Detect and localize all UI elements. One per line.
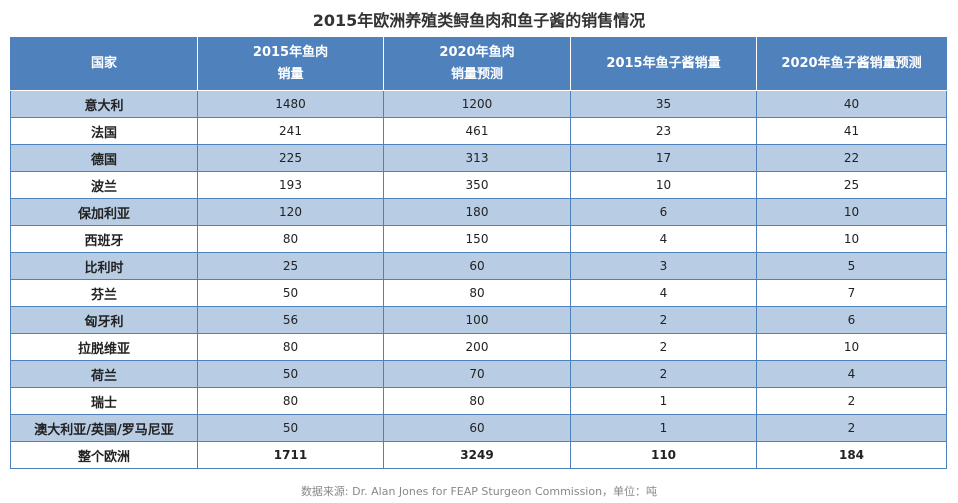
caviar-2020-cell: 7 — [756, 279, 947, 307]
table-row: 比利时 25 60 3 5 — [10, 252, 947, 280]
page-title: 2015年欧洲养殖类鲟鱼肉和鱼子酱的销售情况 — [312, 11, 646, 30]
fish-2015-cell: 1480 — [197, 90, 384, 118]
caviar-2015-cell: 3 — [570, 252, 757, 280]
table-row: 匈牙利 56 100 2 6 — [10, 306, 947, 334]
fish-2015-cell: 25 — [197, 252, 384, 280]
column-header-caviar-2015: 2015年鱼子酱销量 — [570, 37, 757, 91]
table-row: 芬兰 50 80 4 7 — [10, 279, 947, 307]
country-cell: 芬兰 — [10, 279, 198, 307]
caviar-2020-cell: 10 — [756, 333, 947, 361]
caviar-2020-cell: 2 — [756, 387, 947, 415]
fish-2020-cell: 3249 — [383, 441, 571, 469]
table-row: 波兰 193 350 10 25 — [10, 171, 947, 199]
fish-2020-cell: 150 — [383, 225, 571, 253]
fish-2015-cell: 193 — [197, 171, 384, 199]
country-cell: 瑞士 — [10, 387, 198, 415]
fish-2020-cell: 180 — [383, 198, 571, 226]
fish-2020-cell: 80 — [383, 279, 571, 307]
caviar-2020-cell: 25 — [756, 171, 947, 199]
fish-2020-cell: 80 — [383, 387, 571, 415]
country-cell: 澳大利亚/英国/罗马尼亚 — [10, 414, 198, 442]
caviar-2015-cell: 2 — [570, 333, 757, 361]
caviar-2015-cell: 10 — [570, 171, 757, 199]
fish-2020-cell: 60 — [383, 414, 571, 442]
fish-2015-cell: 1711 — [197, 441, 384, 469]
table-row: 西班牙 80 150 4 10 — [10, 225, 947, 253]
country-cell: 西班牙 — [10, 225, 198, 253]
caviar-2015-cell: 2 — [570, 306, 757, 334]
table-row: 拉脱维亚 80 200 2 10 — [10, 333, 947, 361]
fish-2015-cell: 56 — [197, 306, 384, 334]
caviar-2015-cell: 23 — [570, 117, 757, 145]
fish-2020-cell: 1200 — [383, 90, 571, 118]
source-note: 数据来源: Dr. Alan Jones for FEAP Sturgeon C… — [300, 485, 658, 498]
country-cell: 德国 — [10, 144, 198, 172]
column-header-caviar-2020: 2020年鱼子酱销量预测 — [756, 37, 947, 91]
caviar-2020-cell: 4 — [756, 360, 947, 388]
fish-2015-cell: 120 — [197, 198, 384, 226]
table-row: 意大利 1480 1200 35 40 — [10, 90, 947, 118]
country-cell: 波兰 — [10, 171, 198, 199]
fish-2015-cell: 80 — [197, 333, 384, 361]
fish-2015-cell: 50 — [197, 360, 384, 388]
country-cell: 法国 — [10, 117, 198, 145]
fish-2020-cell: 100 — [383, 306, 571, 334]
fish-2020-cell: 200 — [383, 333, 571, 361]
fish-2015-cell: 80 — [197, 387, 384, 415]
country-cell: 整个欧洲 — [10, 441, 198, 469]
caviar-2015-cell: 110 — [570, 441, 757, 469]
column-header-country: 国家 — [10, 37, 198, 91]
caviar-2020-cell: 10 — [756, 225, 947, 253]
country-cell: 保加利亚 — [10, 198, 198, 226]
country-cell: 拉脱维亚 — [10, 333, 198, 361]
fish-2015-cell: 225 — [197, 144, 384, 172]
caviar-2020-cell: 5 — [756, 252, 947, 280]
fish-2020-cell: 70 — [383, 360, 571, 388]
table-header-row: 国家 2015年鱼肉 销量 2020年鱼肉 销量预测 2015年鱼子酱销量 2020… — [10, 37, 947, 91]
caviar-2020-cell: 184 — [756, 441, 947, 469]
table-row: 荷兰 50 70 2 4 — [10, 360, 947, 388]
caviar-2020-cell: 40 — [756, 90, 947, 118]
caviar-2015-cell: 1 — [570, 387, 757, 415]
country-cell: 比利时 — [10, 252, 198, 280]
fish-2020-cell: 60 — [383, 252, 571, 280]
caviar-2020-cell: 6 — [756, 306, 947, 334]
fish-2015-cell: 80 — [197, 225, 384, 253]
caviar-2015-cell: 1 — [570, 414, 757, 442]
column-header-fish-2020: 2020年鱼肉 销量预测 — [383, 37, 571, 91]
fish-2015-cell: 50 — [197, 414, 384, 442]
fish-2020-cell: 350 — [383, 171, 571, 199]
fish-2015-cell: 241 — [197, 117, 384, 145]
country-cell: 荷兰 — [10, 360, 198, 388]
caviar-2015-cell: 4 — [570, 225, 757, 253]
fish-2020-cell: 461 — [383, 117, 571, 145]
caviar-2015-cell: 4 — [570, 279, 757, 307]
column-header-fish-2015: 2015年鱼肉 销量 — [197, 37, 384, 91]
caviar-2020-cell: 10 — [756, 198, 947, 226]
table-row: 法国 241 461 23 41 — [10, 117, 947, 145]
table-row: 瑞士 80 80 1 2 — [10, 387, 947, 415]
sales-table: 国家 2015年鱼肉 销量 2020年鱼肉 销量预测 2015年鱼子酱销量 2020… — [10, 37, 947, 469]
caviar-2015-cell: 2 — [570, 360, 757, 388]
caviar-2020-cell: 41 — [756, 117, 947, 145]
table-row-total: 整个欧洲 1711 3249 110 184 — [10, 441, 947, 469]
country-cell: 匈牙利 — [10, 306, 198, 334]
caviar-2015-cell: 17 — [570, 144, 757, 172]
fish-2015-cell: 50 — [197, 279, 384, 307]
table-body: 意大利 1480 1200 35 40 法国 241 461 23 41 德国 225 313 17 22 波… — [10, 90, 947, 469]
caviar-2020-cell: 22 — [756, 144, 947, 172]
caviar-2015-cell: 6 — [570, 198, 757, 226]
fish-2020-cell: 313 — [383, 144, 571, 172]
country-cell: 意大利 — [10, 90, 198, 118]
caviar-2020-cell: 2 — [756, 414, 947, 442]
table-row: 保加利亚 120 180 6 10 — [10, 198, 947, 226]
table-row: 德国 225 313 17 22 — [10, 144, 947, 172]
caviar-2015-cell: 35 — [570, 90, 757, 118]
table-row: 澳大利亚/英国/罗马尼亚 50 60 1 2 — [10, 414, 947, 442]
